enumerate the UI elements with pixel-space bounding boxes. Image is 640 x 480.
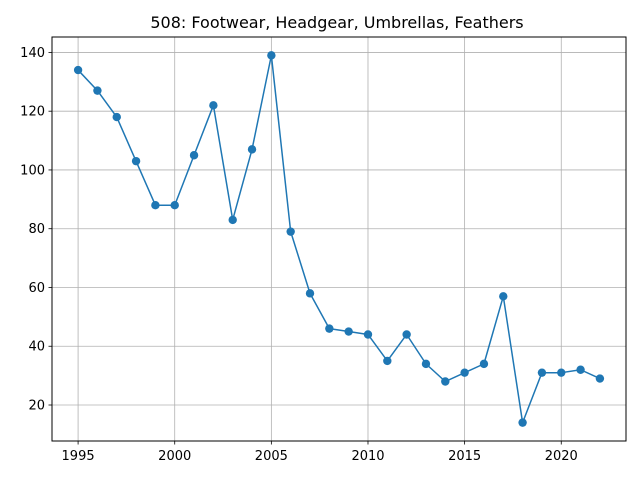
data-point <box>595 374 605 383</box>
data-point <box>499 292 508 301</box>
x-tick-label: 2010 <box>351 449 384 464</box>
axis-ticks: 1995 2000 2005 2010 2015 20202040608010012014… <box>20 46 578 464</box>
data-point <box>286 227 295 236</box>
x-tick-label: 2000 <box>158 449 191 464</box>
data-point <box>383 356 392 366</box>
data-point <box>344 327 353 336</box>
data-point <box>325 324 334 333</box>
y-tick-label: 80 <box>28 222 45 237</box>
data-point <box>151 201 160 210</box>
data-point <box>363 330 373 339</box>
data-point <box>557 368 566 377</box>
data-point <box>518 418 527 427</box>
x-tick-label: 2005 <box>255 449 288 464</box>
data-point <box>112 112 121 122</box>
data-point <box>189 151 199 160</box>
data-point <box>402 330 411 339</box>
series-layer <box>73 51 605 427</box>
series-line <box>77 54 601 424</box>
data-point <box>228 215 237 225</box>
plot-frame <box>51 36 627 442</box>
data-point <box>421 359 431 369</box>
data-point <box>441 377 450 386</box>
data-point <box>131 156 141 166</box>
y-tick-label: 60 <box>28 281 45 296</box>
grid <box>52 37 626 441</box>
data-point <box>209 101 218 110</box>
x-tick-label: 2015 <box>448 449 481 464</box>
y-tick-label: 120 <box>20 105 45 120</box>
y-tick-label: 100 <box>20 163 45 178</box>
x-tick-label: 1995 <box>62 449 95 464</box>
data-point <box>576 365 585 374</box>
data-point <box>73 65 83 75</box>
data-point <box>170 201 179 210</box>
y-tick-label: 20 <box>28 399 45 414</box>
data-point <box>267 51 276 60</box>
chart-title: 508: Footwear, Headgear, Umbrellas, Feat… <box>150 13 523 32</box>
data-point <box>460 368 469 377</box>
data-point <box>305 289 315 298</box>
data-point <box>537 368 547 377</box>
data-point <box>93 86 102 95</box>
y-tick-label: 40 <box>28 340 45 355</box>
y-tick-label: 140 <box>20 46 45 61</box>
data-point <box>479 359 489 369</box>
data-point <box>247 145 257 154</box>
x-tick-label: 2020 <box>545 449 578 464</box>
